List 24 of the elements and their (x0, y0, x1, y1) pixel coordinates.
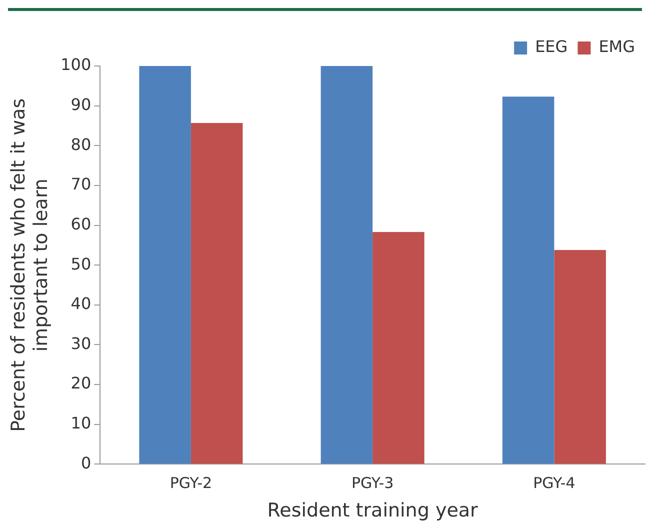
bar (502, 96, 554, 464)
bar (139, 66, 191, 464)
y-tick-label: 10 (70, 414, 92, 433)
legend-label: EEG (535, 37, 568, 56)
x-tick-label: PGY-4 (533, 474, 576, 492)
y-tick-label: 60 (70, 214, 92, 234)
x-tick-label: PGY-3 (351, 474, 394, 492)
y-tick-label: 70 (70, 174, 92, 194)
y-tick-label: 20 (70, 374, 92, 393)
y-tick-label: 40 (70, 294, 92, 314)
y-tick-label: 100 (60, 55, 92, 74)
y-tick-label: 50 (70, 254, 92, 274)
y-tick-label: 30 (70, 334, 92, 353)
bar (372, 232, 424, 464)
y-tick-label: 0 (80, 453, 92, 472)
y-tick-label: 90 (70, 94, 92, 114)
y-tick-label: 80 (70, 134, 92, 154)
y-axis-title: Percent of residents who felt it was important to learn (7, 98, 52, 432)
x-axis-title: Resident training year (267, 500, 478, 522)
legend-label: EMG (598, 37, 635, 56)
bar (190, 122, 243, 464)
bar (320, 66, 373, 464)
bar (554, 250, 606, 464)
x-tick-label: PGY-2 (170, 474, 212, 492)
